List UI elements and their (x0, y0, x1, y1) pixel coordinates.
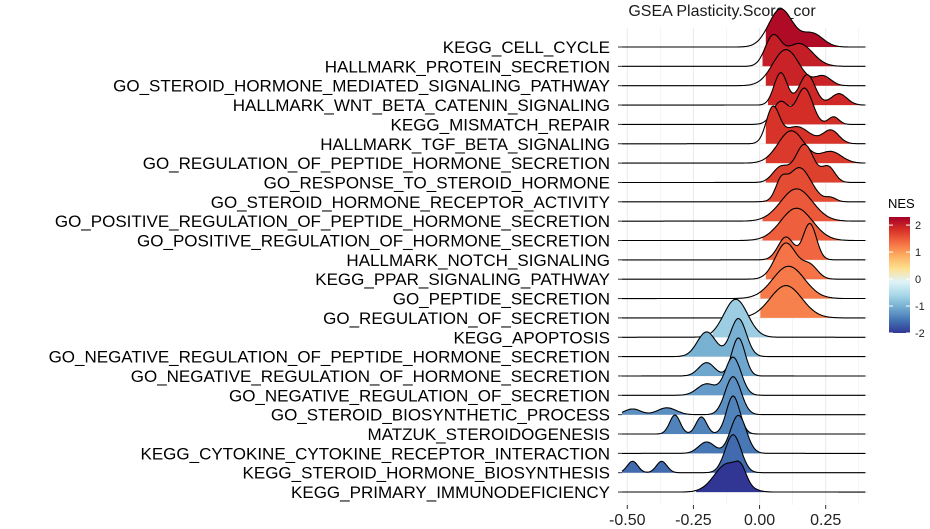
ridge-outline (622, 87, 866, 125)
y-tick-label: KEGG_PPAR_SIGNALING_PATHWAY (315, 270, 610, 289)
ridge-outline (622, 317, 866, 358)
ridge (622, 298, 866, 338)
y-tick-label: KEGG_CYTOKINE_CYTOKINE_RECEPTOR_INTERACT… (140, 444, 610, 463)
ridge-fill (760, 285, 866, 318)
ridge (622, 317, 866, 358)
ridge-fill (680, 318, 866, 357)
legend-tick-label: 1 (915, 247, 921, 259)
ridge-fill (765, 8, 866, 47)
y-tick-label: HALLMARK_TGF_BETA_SIGNALING (320, 135, 610, 154)
legend-tick-label: -1 (915, 301, 925, 313)
nes-legend: NES 2 1 0 -1 -2 (888, 196, 925, 340)
ridge-fill (622, 376, 866, 415)
ridge-outline (622, 414, 866, 454)
ridge-outline (622, 167, 866, 203)
y-tick-label: GO_STEROID_HORMONE_MEDIATED_SIGNALING_PA… (113, 77, 610, 96)
ridge (622, 207, 866, 242)
ridge-fill (762, 208, 866, 241)
ridge-outline (622, 356, 866, 396)
x-tick-label: 0.25 (810, 512, 841, 529)
ridge-fill (622, 434, 866, 473)
legend-title: NES (888, 196, 915, 211)
ridge (622, 130, 866, 164)
ridge-outline (622, 265, 866, 300)
ridge (622, 8, 866, 48)
legend-tick-label: 2 (915, 220, 921, 232)
ridge-outline (622, 298, 866, 338)
x-axis: -0.50 -0.25 0.00 0.25 (609, 505, 841, 529)
y-tick-label: HALLMARK_NOTCH_SIGNALING (346, 251, 610, 270)
x-tick-label: 0.00 (744, 512, 775, 529)
ridge-outline (622, 33, 866, 67)
y-tick-label: GO_REGULATION_OF_SECRETION (323, 309, 610, 328)
ridge-fill (680, 338, 866, 376)
y-tick-label: GO_RESPONSE_TO_STEROID_HORMONE (264, 173, 610, 192)
y-tick-label: GO_POSITIVE_REGULATION_OF_HORMONE_SECRET… (137, 232, 610, 251)
ridge-outline (622, 242, 866, 280)
y-tick-label: KEGG_STEROID_HORMONE_BIOSYNTHESIS (243, 464, 610, 483)
y-tick-label: GO_POSITIVE_REGULATION_OF_PEPTIDE_HORMON… (55, 212, 610, 231)
ridge (622, 49, 866, 87)
ridge-outline (622, 49, 866, 87)
y-tick-label: GO_STEROID_HORMONE_RECEPTOR_ACTIVITY (211, 193, 610, 212)
y-tick-label: KEGG_APOPTOSIS (453, 328, 610, 347)
ridge-outline (622, 130, 866, 164)
ridge (622, 72, 866, 106)
ridge-fill (696, 461, 866, 493)
ridge-fill (765, 88, 866, 125)
y-tick-label: MATZUK_STEROIDOGENESIS (368, 425, 610, 444)
ridge-outline (621, 434, 866, 474)
legend-tick-label: -2 (915, 328, 925, 340)
chart-title: GSEA Plasticity.Score_cor (628, 3, 816, 20)
ridge-outline (622, 8, 866, 48)
y-tick-label: KEGG_CELL_CYCLE (443, 38, 610, 57)
ridge (622, 337, 866, 377)
ridge (621, 434, 866, 474)
ridge-outline (622, 188, 866, 222)
y-tick-label: GO_PEPTIDE_SECRETION (393, 290, 610, 309)
ridge-outline (622, 72, 866, 106)
ridge-outline (622, 460, 866, 493)
ridges (621, 8, 866, 493)
legend-colorbar (889, 217, 910, 333)
ridge (622, 460, 866, 493)
ridge-outline (622, 222, 866, 261)
y-tick-label: KEGG_MISMATCH_REPAIR (391, 115, 610, 134)
y-tick-label: GO_NEGATIVE_REGULATION_OF_SECRETION (229, 386, 610, 405)
ridge-outline (621, 376, 866, 416)
ridge-outline (622, 207, 866, 242)
y-tick-label: GO_NEGATIVE_REGULATION_OF_HORMONE_SECRET… (131, 367, 610, 386)
y-axis-labels: KEGG_CELL_CYCLEHALLMARK_PROTEIN_SECRETIO… (49, 38, 622, 502)
ridge-outline (622, 143, 866, 184)
y-tick-label: GO_REGULATION_OF_PEPTIDE_HORMONE_SECRETI… (143, 154, 610, 173)
ridge-fill (765, 130, 866, 164)
y-tick-label: GO_NEGATIVE_REGULATION_OF_PEPTIDE_HORMON… (49, 348, 610, 367)
ridge-fill (712, 299, 866, 338)
x-tick-label: -0.50 (609, 512, 646, 529)
ridge-fill (768, 72, 866, 106)
x-tick-label: -0.25 (675, 512, 712, 529)
ridge-outline (622, 105, 866, 145)
y-tick-label: KEGG_PRIMARY_IMMUNODEFICIENCY (291, 483, 610, 502)
ridge (621, 376, 866, 416)
y-tick-label: GO_STEROID_BIOSYNTHETIC_PROCESS (271, 406, 610, 425)
y-tick-label: HALLMARK_PROTEIN_SECRETION (325, 57, 610, 76)
ridge (622, 87, 866, 125)
ridge-fill (765, 49, 866, 86)
ridge-outline (622, 337, 866, 377)
legend-tick-label: 0 (915, 274, 921, 286)
y-tick-label: HALLMARK_WNT_BETA_CATENIN_SIGNALING (233, 96, 610, 115)
